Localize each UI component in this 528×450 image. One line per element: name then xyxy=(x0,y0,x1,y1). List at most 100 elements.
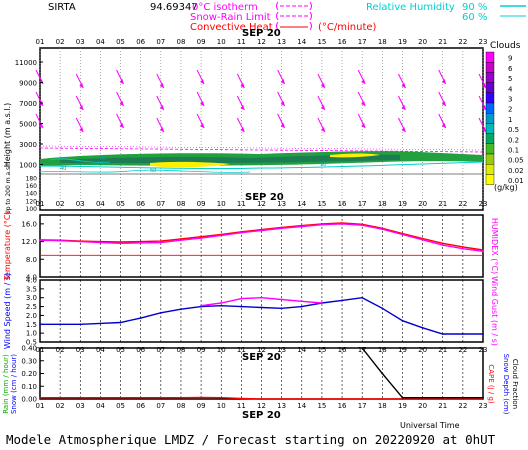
wind-arrow-head xyxy=(482,83,486,88)
wind-content: 4.0 3.53.02.52.01.51.00.5 xyxy=(26,277,484,347)
wind-arrow-head xyxy=(159,127,164,132)
series-point xyxy=(482,396,484,399)
hour-tick-bottom: 08 xyxy=(176,402,185,410)
series-point xyxy=(39,396,41,399)
station-label: SIRTA xyxy=(48,2,76,13)
clouds-level: 5 xyxy=(508,75,512,83)
series-point xyxy=(461,396,464,399)
series-point xyxy=(300,225,303,228)
wind-arrow-head xyxy=(401,83,406,88)
wind-arrow-head xyxy=(119,123,124,128)
series-point xyxy=(220,302,223,304)
date-label-bottom: SEP 20 xyxy=(242,410,281,421)
hour-tick-top: 08 xyxy=(176,38,185,46)
series-point xyxy=(300,305,303,308)
series-point xyxy=(401,398,404,400)
series-point xyxy=(482,250,484,253)
wind-arrow-head xyxy=(441,123,446,128)
wind-arrow-head xyxy=(79,105,84,110)
hour-tick-bottom: 16 xyxy=(338,402,347,410)
series-point xyxy=(240,297,243,300)
clouds-swatch xyxy=(485,174,495,185)
hour-tick-top: 10 xyxy=(217,38,226,46)
contour-label: 90 xyxy=(320,162,326,168)
series-point xyxy=(79,396,82,399)
wind-arrow-head xyxy=(320,127,325,132)
clouds-level: 0.05 xyxy=(508,157,524,165)
precip-y-tick: 0.00 xyxy=(21,396,37,404)
temperature-content: 16.0 12.0 8.0 4.0 xyxy=(21,215,484,282)
series-point xyxy=(79,323,82,326)
header-value: 94.69347 xyxy=(150,2,198,13)
series-point xyxy=(461,398,464,400)
hour-tick-bottom: 03 xyxy=(76,402,85,410)
clouds-swatch xyxy=(485,72,495,83)
hour-tick-top: 20 xyxy=(418,38,427,46)
series-point xyxy=(421,238,424,241)
hour-tick-top: 19 xyxy=(398,38,407,46)
legend-convective: Convective Heat xyxy=(190,22,273,33)
series-point xyxy=(361,296,364,299)
series-point xyxy=(300,300,303,303)
wind-arrow-head xyxy=(280,101,285,106)
series-point xyxy=(99,396,102,399)
wind-arrow-head xyxy=(482,105,486,110)
cloud-band-yellow xyxy=(150,161,230,168)
wind-arrow-head xyxy=(280,123,285,128)
wind-arrow-head xyxy=(159,105,164,110)
cloud-fraction-label: Cloud Fraction xyxy=(511,359,519,409)
hour-tick-top: 02 xyxy=(56,38,65,46)
series-point xyxy=(200,396,202,399)
series-point xyxy=(200,304,202,307)
series-point xyxy=(220,304,223,307)
wind-arrow-head xyxy=(441,101,446,106)
temp-ylabel: Temperature (°C) xyxy=(3,211,12,281)
series-point xyxy=(441,333,444,335)
series-point xyxy=(260,306,263,309)
profile-ylabel: Height (m a.s.l.) xyxy=(3,103,12,168)
series-point xyxy=(180,238,182,240)
clouds-swatch xyxy=(485,153,495,165)
series-point xyxy=(461,333,464,335)
clouds-swatch xyxy=(485,62,495,73)
cloud-band-yellow xyxy=(330,153,380,158)
wind-y-tick: 1.5 xyxy=(26,321,37,329)
hour-tick-bottom: 02 xyxy=(56,402,65,410)
hour-tick-top: 15 xyxy=(317,38,326,46)
hour-tick-top: 03 xyxy=(76,38,85,46)
contour-label: 80 xyxy=(100,156,106,162)
series-point xyxy=(361,347,364,349)
wind-y-tick: 4.0 xyxy=(26,277,37,285)
legend-swatches xyxy=(276,1,312,31)
clouds-swatch xyxy=(485,102,495,114)
wind-arrow-head xyxy=(240,127,245,132)
hour-tick-bottom: 15 xyxy=(317,402,326,410)
series-point xyxy=(482,398,484,400)
hour-tick-bottom: 04 xyxy=(96,402,105,410)
snow-ylabel: Snow (cm / hour) xyxy=(10,354,18,414)
rh-label: Relative Humidity xyxy=(366,2,455,13)
series-point xyxy=(220,234,223,237)
series-point xyxy=(300,398,303,400)
clouds-swatch xyxy=(485,143,495,155)
clouds-level: 0.02 xyxy=(508,167,524,175)
clouds-level: 4 xyxy=(508,85,513,93)
wind-arrow-head xyxy=(401,127,406,132)
wind-arrow-head xyxy=(39,123,43,128)
rh-contour xyxy=(39,169,251,173)
series-point xyxy=(240,231,243,234)
clouds-level: 2 xyxy=(508,106,512,114)
hour-tick-bottom: 20 xyxy=(418,402,427,410)
clouds-level: 0.01 xyxy=(508,177,524,185)
wind-arrow-head xyxy=(361,123,366,128)
hour-tick-bottom: 01 xyxy=(36,402,45,410)
rh-contour xyxy=(49,158,111,163)
series-point xyxy=(401,396,404,399)
series-point xyxy=(240,305,243,308)
series-point xyxy=(200,237,202,239)
clouds-swatch xyxy=(485,123,495,134)
time-axis-label: Universal Time xyxy=(400,421,460,430)
series-point xyxy=(260,296,263,299)
wind-y-tick: 1.0 xyxy=(26,330,37,338)
series-point xyxy=(139,396,142,399)
